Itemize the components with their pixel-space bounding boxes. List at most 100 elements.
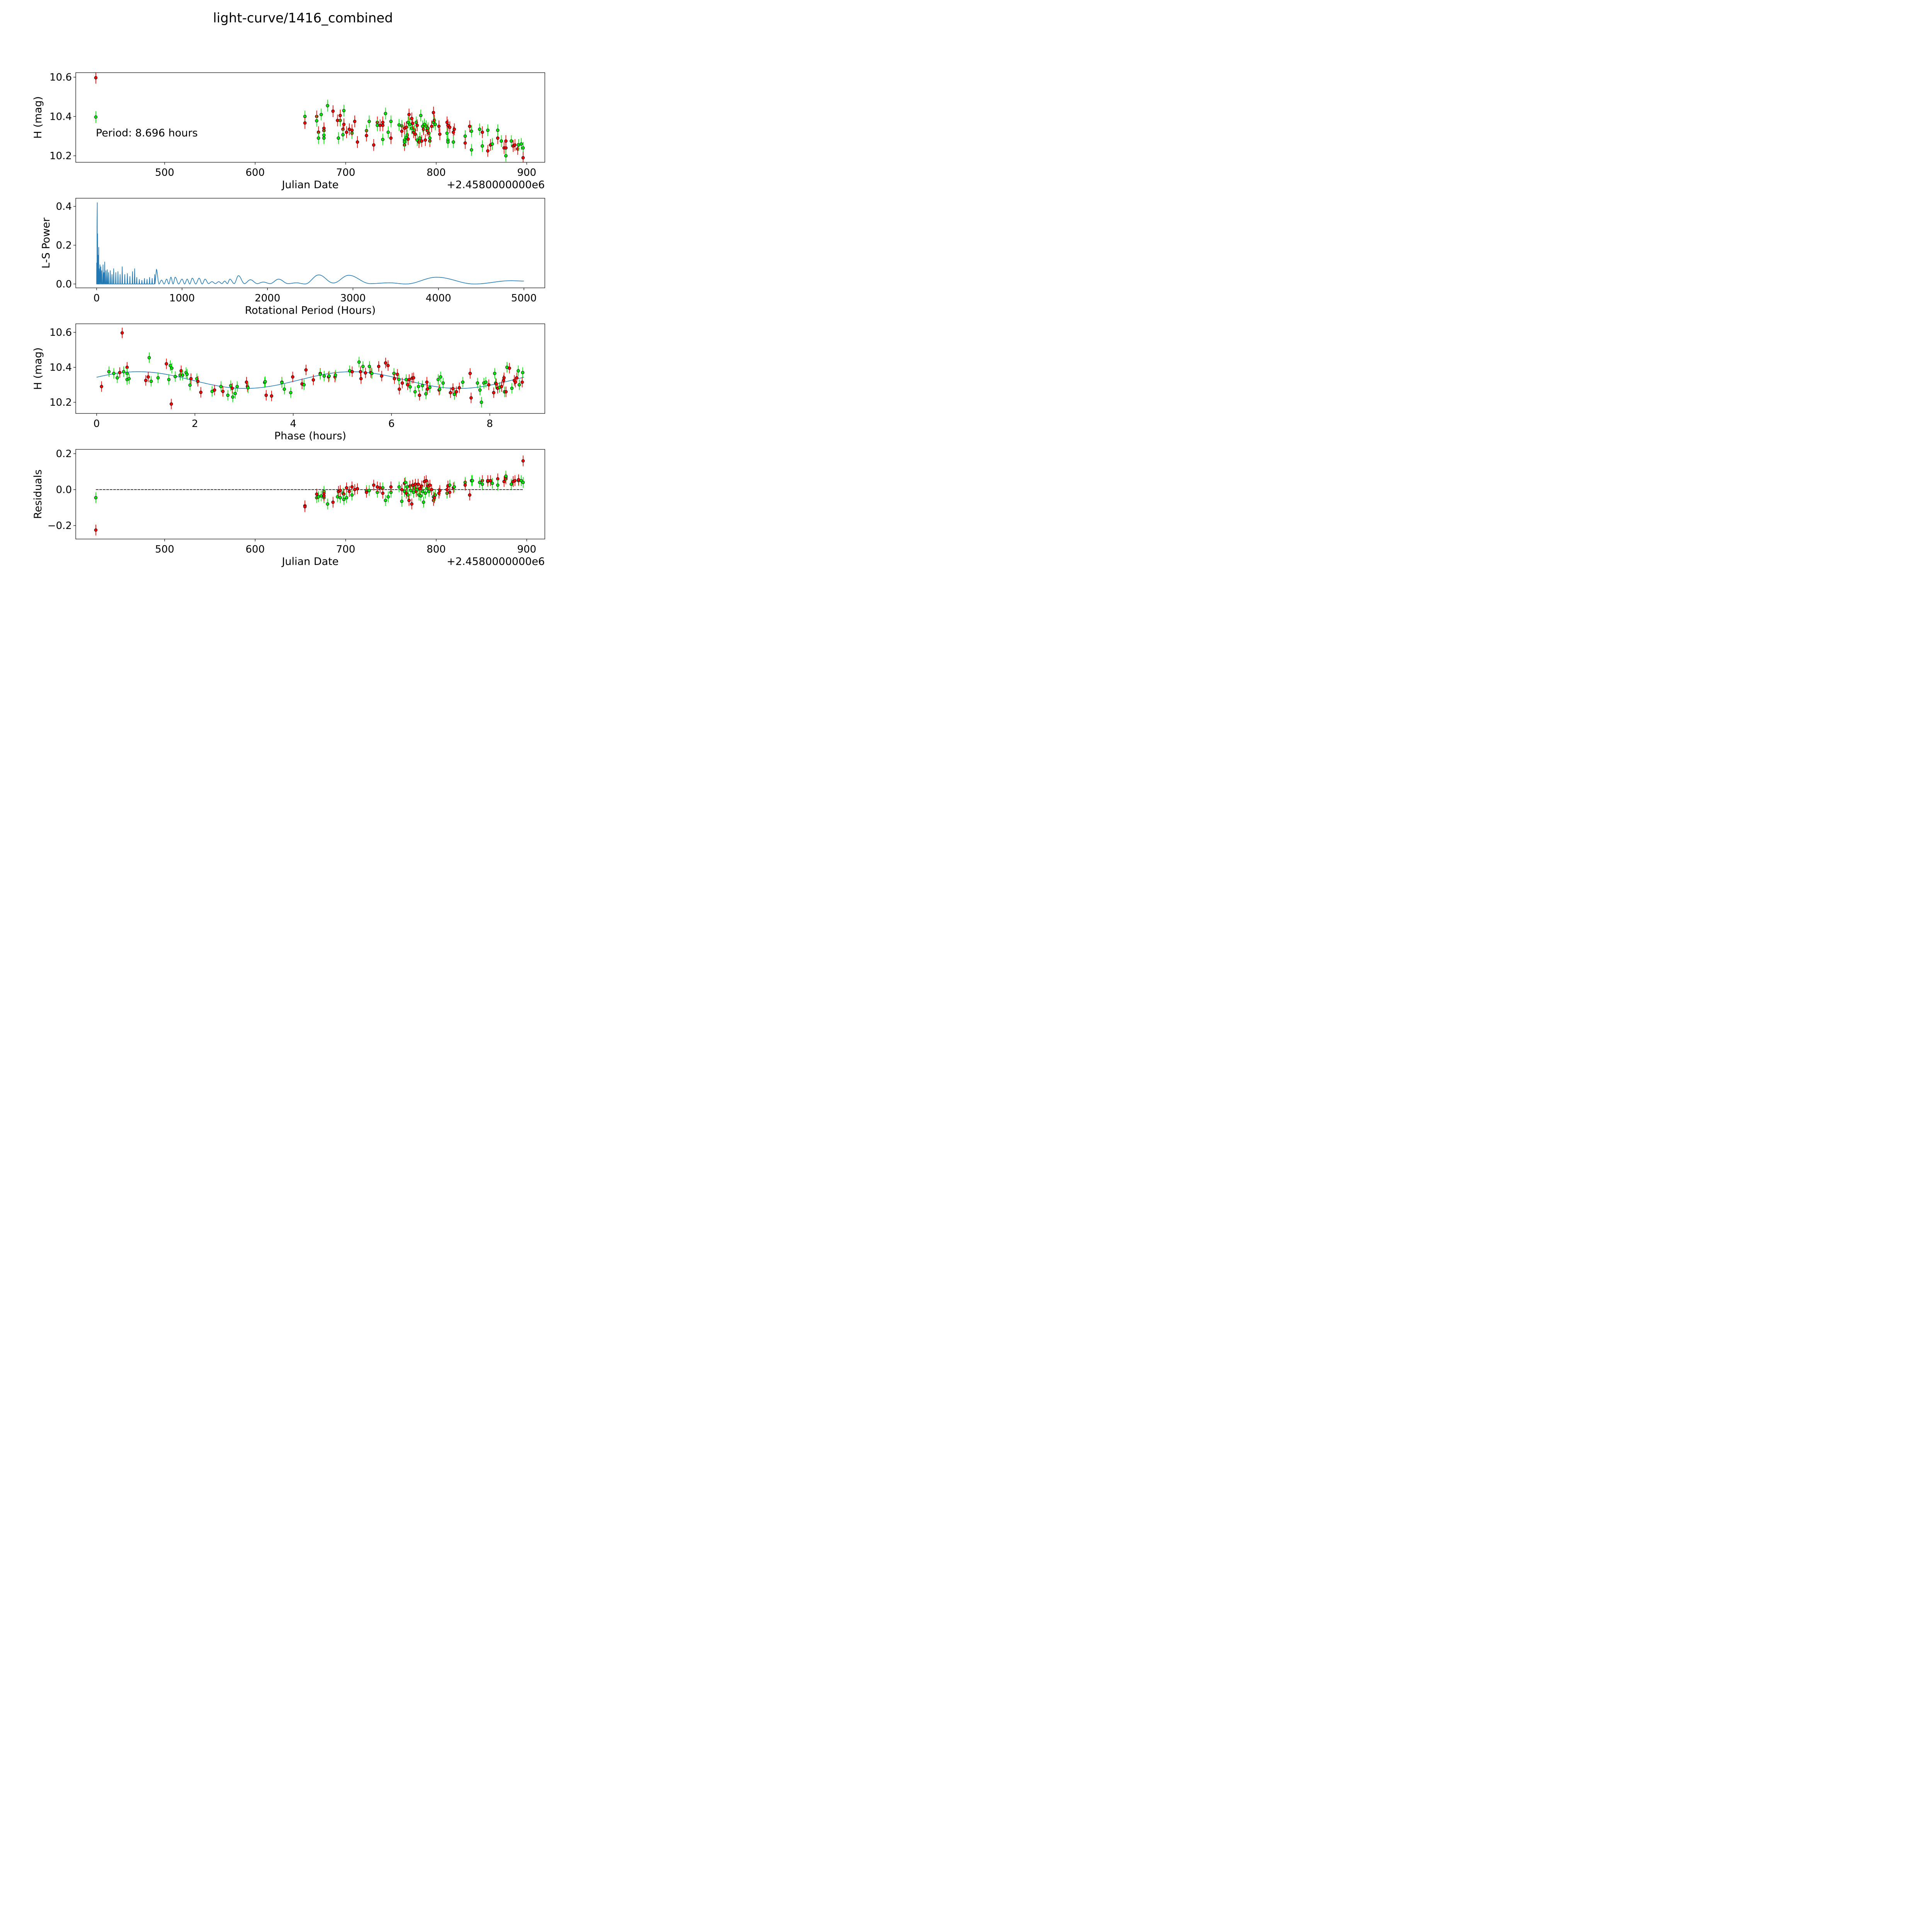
marker: [452, 128, 456, 131]
data-point-red: [355, 483, 359, 494]
marker: [436, 378, 440, 381]
marker: [405, 378, 408, 381]
data-point-green: [436, 374, 440, 385]
data-point-green: [428, 132, 432, 144]
data-point-red: [350, 124, 354, 136]
x-tick-label: 500: [155, 544, 174, 555]
marker: [446, 140, 450, 144]
marker: [389, 485, 393, 489]
marker: [372, 143, 376, 147]
marker: [448, 490, 452, 494]
residuals-panel: 500 600 700 800 900 −0.2 0.0 0.2 Julian Date Resi…: [32, 448, 545, 568]
marker: [502, 376, 506, 380]
data-point-red: [331, 497, 335, 508]
data-point-green: [517, 139, 520, 151]
periodogram-panel: 0 1000 2000 3000 4000 5000 0.0 0.2 0.4 Rotational…: [40, 198, 545, 316]
data-point-green: [469, 125, 473, 137]
marker: [353, 119, 357, 123]
data-point-green: [381, 133, 384, 146]
data-point-green: [345, 492, 349, 503]
data-point-green: [181, 370, 184, 381]
data-point-red: [438, 128, 442, 140]
marker: [122, 370, 126, 374]
data-point-red: [411, 117, 415, 129]
marker: [320, 113, 323, 116]
marker: [326, 104, 330, 107]
marker: [246, 386, 250, 389]
marker: [311, 378, 315, 382]
data-point-green: [478, 123, 481, 135]
marker: [127, 377, 131, 381]
marker: [331, 500, 335, 504]
data-point-red: [311, 374, 315, 385]
y-tick-label: 10.6: [49, 72, 72, 83]
marker: [425, 387, 429, 391]
x-tick-label: 500: [155, 167, 174, 179]
data-point-green: [231, 391, 235, 403]
marker: [468, 372, 472, 375]
marker: [478, 128, 481, 131]
data-point-red: [380, 371, 384, 381]
data-point-red: [520, 377, 524, 388]
marker: [359, 370, 362, 374]
data-point-green: [333, 370, 337, 381]
data-point-green: [469, 144, 473, 156]
data-point-green: [478, 384, 482, 395]
marker: [270, 394, 274, 398]
marker: [427, 490, 431, 493]
marker: [282, 387, 286, 391]
data-point-red: [511, 140, 515, 152]
marker: [502, 480, 506, 483]
data-point-green: [397, 481, 401, 493]
data-point-red: [449, 387, 452, 398]
marker: [487, 383, 491, 387]
data-point-green: [322, 371, 326, 381]
data-point-green: [370, 368, 374, 379]
y-axis-label: Residuals: [32, 469, 44, 519]
data-point-green: [282, 384, 286, 395]
data-point-red: [486, 145, 490, 157]
data-point-red: [508, 363, 511, 374]
marker: [469, 396, 473, 400]
data-point-green: [521, 477, 525, 488]
marker: [185, 372, 189, 376]
data-point-green: [421, 380, 424, 391]
phased-plot-area: [96, 327, 525, 410]
data-point-green: [233, 388, 237, 399]
marker: [94, 528, 98, 532]
data-point-green: [341, 129, 345, 141]
data-point-green: [478, 477, 481, 488]
marker: [517, 369, 520, 372]
data-point-red: [451, 383, 455, 394]
data-point-red: [400, 378, 404, 388]
marker: [417, 385, 420, 388]
marker: [424, 479, 428, 483]
marker: [513, 143, 517, 147]
data-point-green: [147, 352, 151, 363]
marker: [291, 375, 294, 379]
marker: [331, 109, 335, 113]
data-point-green: [510, 135, 513, 147]
data-point-green: [361, 361, 365, 372]
data-point-green: [418, 132, 422, 144]
marker: [378, 486, 382, 490]
marker: [461, 380, 464, 384]
data-point-red: [291, 371, 294, 383]
x-tick-label: 8: [486, 418, 493, 430]
marker: [428, 483, 432, 487]
marker: [469, 148, 473, 152]
y-axis-label: H (mag): [32, 96, 44, 139]
marker: [486, 479, 490, 483]
marker: [280, 381, 284, 384]
data-point-red: [424, 475, 428, 486]
data-point-green: [496, 124, 500, 136]
data-point-red: [418, 483, 422, 494]
data-point-red: [381, 119, 384, 131]
data-point-red: [338, 485, 342, 496]
marker: [418, 487, 422, 491]
figure-canvas: light-curve/1416_combined 500 600 700 800 90…: [0, 0, 603, 603]
period-annotation: Period: 8.696 hours: [96, 127, 198, 139]
data-point-green: [327, 371, 331, 381]
data-point-red: [406, 379, 410, 390]
data-point-red: [432, 492, 436, 503]
